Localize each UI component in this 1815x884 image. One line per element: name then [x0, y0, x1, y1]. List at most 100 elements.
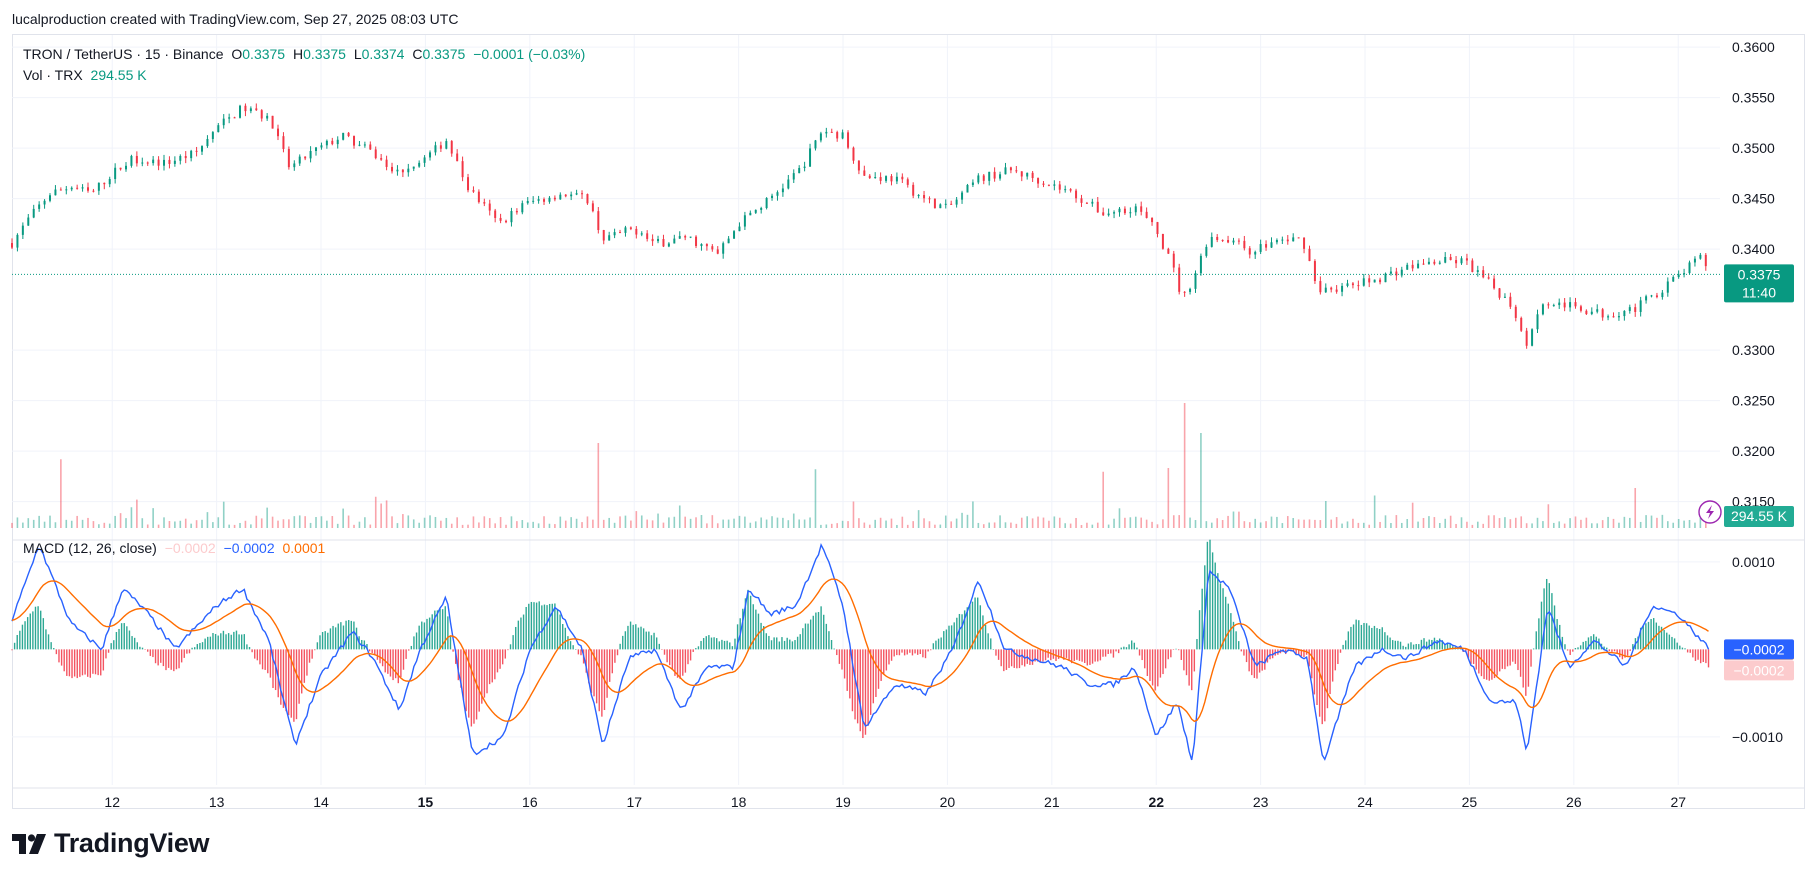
candle-body — [163, 159, 166, 166]
volume-bar — [1113, 518, 1115, 528]
lightning-icon[interactable] — [1698, 500, 1722, 524]
macd-hist-bar — [149, 649, 152, 656]
macd-hist-bar — [768, 635, 770, 650]
macd-hist-bar — [131, 636, 133, 650]
candle-body — [852, 147, 855, 161]
volume-bar — [738, 515, 741, 528]
macd-axis: 0.0010 −0.0010 — [1732, 554, 1783, 745]
macd-hist-bar — [1512, 649, 1514, 662]
volume-bar — [1102, 471, 1104, 528]
macd-hist-bar — [802, 628, 804, 650]
volume-bar — [1189, 517, 1191, 528]
candle-body — [1373, 279, 1376, 283]
macd-hist-bar — [1251, 649, 1253, 676]
volume-bar — [271, 516, 274, 528]
candle-body — [81, 187, 84, 189]
volume-bar — [1699, 517, 1702, 528]
volume-bar — [619, 516, 621, 528]
candle-body — [537, 199, 540, 201]
candle-body — [1406, 264, 1409, 270]
volume-bar — [174, 521, 176, 528]
volume-bar — [467, 524, 469, 528]
volume-bar — [1444, 518, 1447, 528]
macd-hist-bar — [1418, 644, 1420, 650]
candle-body — [87, 187, 90, 191]
candle-body — [689, 236, 692, 238]
macd-hist-bar — [859, 649, 861, 732]
candle-body — [803, 166, 806, 168]
candle-body — [1189, 288, 1192, 292]
macd-hist-bar — [1613, 649, 1616, 652]
tradingview-logo[interactable]: TradingView — [12, 828, 210, 859]
macd-hist-bar — [418, 625, 420, 650]
volume-bar — [1639, 521, 1642, 528]
candle-body — [1178, 267, 1181, 292]
macd-hist-bar — [791, 641, 794, 650]
macd-label[interactable]: MACD (12, 26, close) — [23, 540, 157, 556]
candle-body — [135, 155, 138, 164]
macd-hist-bar — [1144, 649, 1146, 669]
macd-hist-bar — [804, 623, 807, 650]
volume-bar — [450, 523, 453, 528]
macd-hist-bar — [1358, 620, 1360, 650]
volume-bar — [108, 523, 111, 528]
volume-bar — [532, 521, 534, 528]
macd-hist-bar — [1240, 649, 1243, 652]
candle-body — [391, 166, 394, 172]
candle-body — [640, 233, 643, 235]
candle-body — [385, 159, 388, 167]
macd-hist-bar — [1337, 649, 1339, 665]
macd-hist-bar — [144, 649, 146, 650]
macd-hist-bar — [1480, 649, 1483, 677]
macd-hist-bar — [287, 649, 290, 716]
candle-body — [168, 159, 171, 164]
volume-bar — [765, 519, 768, 528]
macd-hist-bar — [890, 649, 893, 661]
macd-hist-bar — [481, 649, 483, 704]
macd-hist-bar — [1660, 626, 1663, 650]
macd-hist-bar — [856, 649, 859, 724]
macd-hist-bar — [872, 649, 875, 704]
macd-hist-bar — [1569, 649, 1571, 655]
macd-hist-bar — [225, 634, 227, 650]
candle-body — [613, 232, 616, 236]
candle-body — [103, 182, 106, 185]
volume-bar — [771, 516, 773, 528]
price-tick-label: 0.3200 — [1732, 443, 1775, 459]
candle-body — [1265, 244, 1268, 248]
macd-hist-bar — [562, 624, 564, 650]
macd-hist-bar — [214, 633, 217, 650]
candle-body — [1248, 248, 1251, 255]
volume-bar — [950, 521, 952, 528]
volume-bar — [934, 524, 936, 528]
volume-bar — [847, 521, 849, 528]
symbol-label[interactable]: TRON / TetherUS · 15 · Binance — [23, 46, 224, 62]
macd-hist-bar — [173, 649, 175, 672]
macd-hist-bar — [932, 643, 935, 650]
candle-body — [467, 177, 470, 191]
macd-hist-bar — [220, 633, 222, 650]
volume-bar — [1221, 520, 1224, 528]
candle-body — [233, 117, 236, 119]
macd-hist-bar — [726, 640, 728, 650]
macd-hist-bar — [280, 649, 282, 705]
volume-bar — [157, 524, 160, 528]
candle-body — [1531, 329, 1534, 346]
candle-body — [456, 153, 459, 162]
candle-body — [863, 170, 866, 176]
volume-bar — [201, 519, 203, 528]
candle-body — [347, 132, 350, 137]
candle-body — [1536, 314, 1539, 330]
volume-label[interactable]: Vol · TRX — [23, 67, 83, 83]
volume-bar — [1634, 488, 1637, 528]
macd-hist-bar — [1653, 618, 1655, 650]
volume-bar — [809, 517, 811, 528]
macd-hist-bar — [1598, 638, 1600, 650]
macd-hist-bar — [1214, 562, 1216, 650]
time-tick-label: 15 — [418, 794, 434, 810]
candle-body — [1004, 167, 1007, 175]
candle-body — [1346, 283, 1349, 286]
macd-hist-bar — [1707, 649, 1710, 668]
price-tick-label: 0.3400 — [1732, 241, 1775, 257]
